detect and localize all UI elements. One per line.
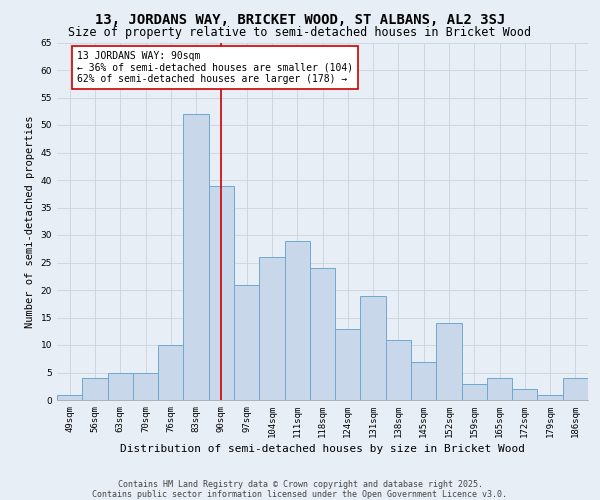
- Bar: [234, 284, 259, 400]
- Text: Contains HM Land Registry data © Crown copyright and database right 2025.
Contai: Contains HM Land Registry data © Crown c…: [92, 480, 508, 499]
- Bar: [361, 296, 386, 400]
- Bar: [107, 372, 133, 400]
- Bar: [386, 340, 411, 400]
- Bar: [461, 384, 487, 400]
- Bar: [158, 345, 184, 400]
- Text: Size of property relative to semi-detached houses in Bricket Wood: Size of property relative to semi-detach…: [68, 26, 532, 39]
- Bar: [184, 114, 209, 400]
- Text: 13 JORDANS WAY: 90sqm
← 36% of semi-detached houses are smaller (104)
62% of sem: 13 JORDANS WAY: 90sqm ← 36% of semi-deta…: [77, 51, 353, 84]
- Bar: [259, 257, 284, 400]
- Bar: [563, 378, 588, 400]
- Bar: [133, 372, 158, 400]
- Bar: [512, 389, 538, 400]
- Bar: [538, 394, 563, 400]
- Bar: [335, 328, 361, 400]
- Bar: [487, 378, 512, 400]
- Bar: [436, 323, 461, 400]
- Bar: [411, 362, 436, 400]
- Bar: [57, 394, 82, 400]
- Text: 13, JORDANS WAY, BRICKET WOOD, ST ALBANS, AL2 3SJ: 13, JORDANS WAY, BRICKET WOOD, ST ALBANS…: [95, 12, 505, 26]
- Bar: [209, 186, 234, 400]
- Bar: [310, 268, 335, 400]
- Bar: [284, 240, 310, 400]
- X-axis label: Distribution of semi-detached houses by size in Bricket Wood: Distribution of semi-detached houses by …: [120, 444, 525, 454]
- Bar: [82, 378, 107, 400]
- Y-axis label: Number of semi-detached properties: Number of semi-detached properties: [25, 115, 35, 328]
